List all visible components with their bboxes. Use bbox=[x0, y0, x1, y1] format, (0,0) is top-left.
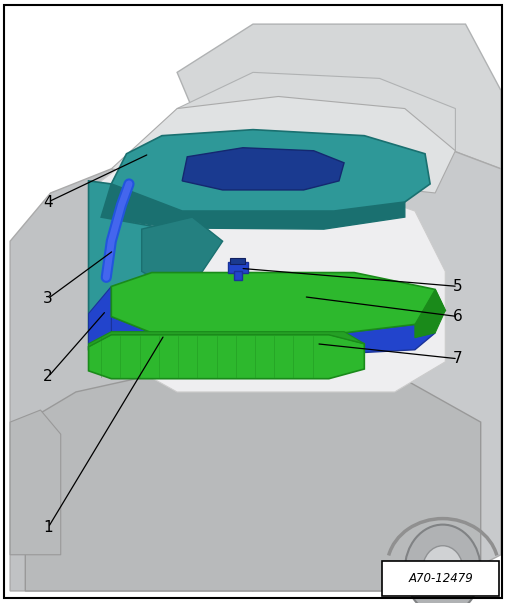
Polygon shape bbox=[88, 286, 141, 362]
Text: 6: 6 bbox=[452, 309, 462, 324]
Polygon shape bbox=[10, 169, 252, 591]
Polygon shape bbox=[88, 181, 172, 362]
Polygon shape bbox=[230, 258, 245, 264]
Polygon shape bbox=[111, 96, 454, 193]
Polygon shape bbox=[111, 273, 444, 333]
Polygon shape bbox=[177, 24, 500, 169]
Polygon shape bbox=[88, 335, 364, 379]
Polygon shape bbox=[101, 151, 444, 392]
Text: 5: 5 bbox=[452, 279, 462, 294]
Polygon shape bbox=[111, 317, 434, 356]
Polygon shape bbox=[233, 271, 241, 280]
FancyBboxPatch shape bbox=[381, 561, 498, 596]
Circle shape bbox=[404, 525, 480, 603]
Polygon shape bbox=[141, 217, 222, 289]
Polygon shape bbox=[111, 130, 429, 211]
Text: 1: 1 bbox=[43, 520, 53, 535]
Polygon shape bbox=[182, 148, 343, 190]
Circle shape bbox=[422, 546, 462, 594]
Polygon shape bbox=[101, 184, 404, 229]
Polygon shape bbox=[88, 332, 364, 347]
Text: 2: 2 bbox=[43, 370, 53, 384]
Polygon shape bbox=[25, 362, 480, 591]
Polygon shape bbox=[177, 72, 454, 151]
Text: 7: 7 bbox=[452, 352, 462, 366]
Text: 4: 4 bbox=[43, 195, 53, 209]
Polygon shape bbox=[10, 410, 61, 555]
Polygon shape bbox=[131, 302, 182, 335]
Polygon shape bbox=[414, 289, 444, 338]
Text: 3: 3 bbox=[43, 291, 53, 306]
Text: A70-12479: A70-12479 bbox=[408, 572, 472, 585]
Polygon shape bbox=[227, 262, 247, 273]
Polygon shape bbox=[192, 109, 500, 591]
